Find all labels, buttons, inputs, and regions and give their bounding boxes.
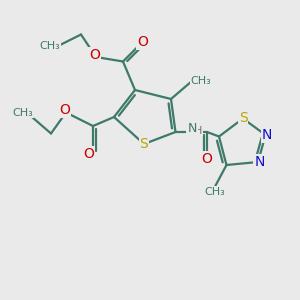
Text: H: H: [194, 125, 202, 136]
Text: CH₃: CH₃: [12, 107, 33, 118]
Text: O: O: [59, 103, 70, 117]
Text: S: S: [238, 112, 247, 125]
Text: O: O: [202, 152, 212, 166]
Text: CH₃: CH₃: [39, 41, 60, 52]
Text: N: N: [254, 155, 265, 169]
Text: CH₃: CH₃: [190, 76, 212, 86]
Text: N: N: [187, 122, 197, 135]
Text: N: N: [262, 128, 272, 142]
Text: O: O: [89, 48, 100, 62]
Text: O: O: [137, 35, 148, 49]
Text: CH₃: CH₃: [204, 187, 225, 197]
Text: O: O: [83, 148, 94, 161]
Text: S: S: [140, 137, 148, 151]
